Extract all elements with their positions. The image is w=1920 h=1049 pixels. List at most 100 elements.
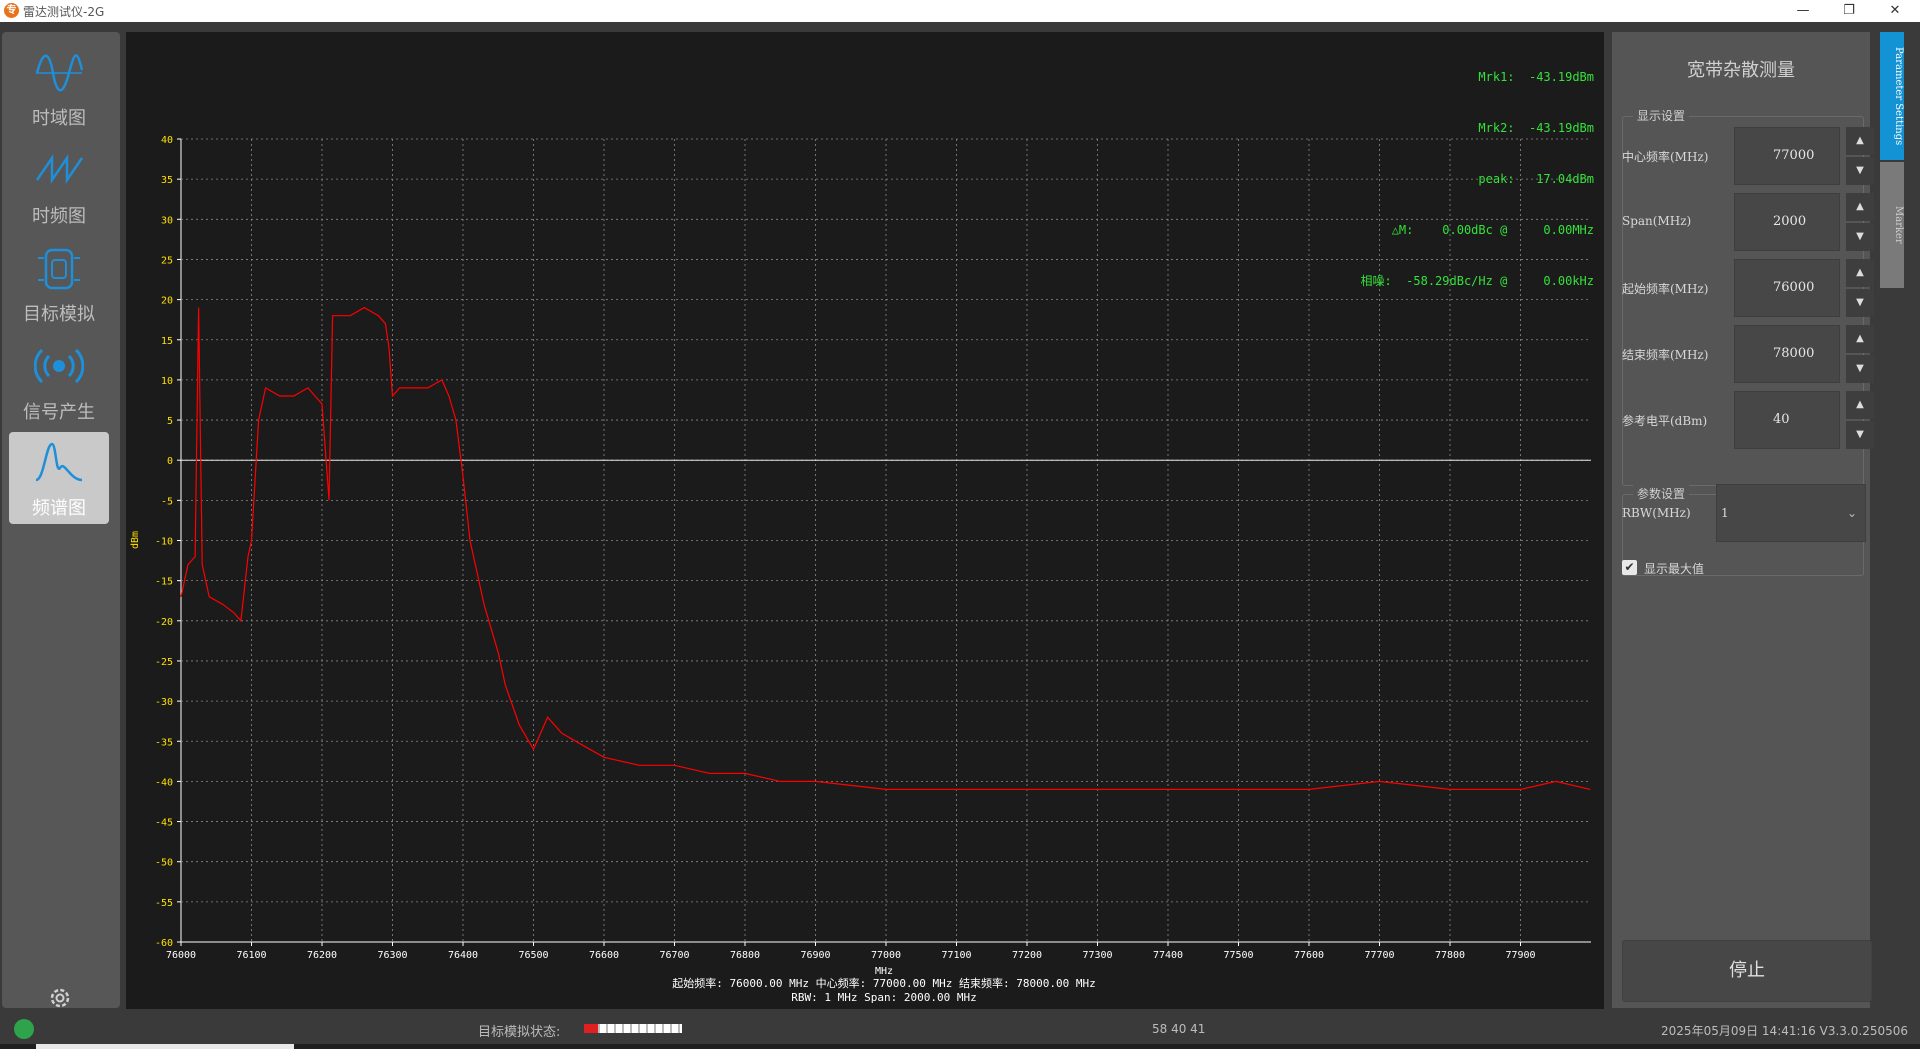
broadcast-icon bbox=[34, 348, 84, 384]
taskbar-strip bbox=[0, 1044, 1920, 1049]
group-title: 参数设置 bbox=[1633, 485, 1690, 502]
stop-freq-input[interactable]: 78000 bbox=[1734, 325, 1840, 383]
minimize-button[interactable]: — bbox=[1796, 3, 1810, 18]
nav-time-domain[interactable]: 时域图 bbox=[9, 42, 109, 134]
x-tick-label: 76000 bbox=[166, 950, 196, 961]
y-tick-label: -40 bbox=[155, 777, 173, 788]
readout-delta: △M: 0.00dBc @ 0.00MHz bbox=[1391, 223, 1594, 237]
param-label: 起始频率(MHz) bbox=[1622, 282, 1709, 296]
spectrum-chart[interactable]: 40 35 30 25 20 15 10 5 0 -5 -10 -15 -20 -25 -30 -35 -40 -… bbox=[126, 32, 1604, 1009]
x-tick-label: 76900 bbox=[800, 950, 830, 961]
y-tick-label: 5 bbox=[167, 416, 173, 427]
left-nav: 时域图 时频图 目标模拟 信号产生 频谱图 bbox=[2, 32, 120, 1008]
gear-icon[interactable] bbox=[46, 984, 74, 1012]
radar-target-icon bbox=[38, 248, 80, 290]
sawtooth-icon bbox=[35, 153, 84, 185]
title-bar: 专 雷达测试仪-2G — ❐ ✕ bbox=[0, 0, 1920, 22]
y-tick-label: -10 bbox=[155, 537, 173, 548]
x-tick-label: 77700 bbox=[1364, 950, 1394, 961]
rbw-select[interactable]: 1 ⌄ bbox=[1716, 484, 1866, 542]
span-up-button[interactable]: ▲ bbox=[1846, 193, 1874, 221]
span-input[interactable]: 2000 bbox=[1734, 193, 1840, 251]
center-freq-up-button[interactable]: ▲ bbox=[1846, 127, 1874, 155]
start-freq-input[interactable]: 76000 bbox=[1734, 259, 1840, 317]
center-freq-down-button[interactable]: ▼ bbox=[1846, 157, 1874, 185]
y-tick-label: 25 bbox=[161, 255, 173, 266]
center-freq-input[interactable]: 77000 bbox=[1734, 127, 1840, 185]
restore-button[interactable]: ❐ bbox=[1843, 3, 1855, 18]
footer-line-2: RBW: 1 MHz Span: 2000.00 MHz bbox=[791, 991, 976, 1004]
y-tick-label: -30 bbox=[155, 697, 173, 708]
readout-peak: peak: 17.04dBm bbox=[1478, 172, 1594, 186]
x-tick-label: 76300 bbox=[377, 950, 407, 961]
stop-freq-up-button[interactable]: ▲ bbox=[1846, 325, 1874, 353]
y-tick-label: -35 bbox=[155, 737, 173, 748]
grid-layer bbox=[180, 138, 1591, 943]
nav-label: 时域图 bbox=[32, 108, 86, 129]
x-tick-label: 76200 bbox=[307, 950, 337, 961]
window-title: 雷达测试仪-2G bbox=[23, 5, 105, 19]
group-title: 显示设置 bbox=[1633, 107, 1690, 124]
status-bar: 目标模拟状态: 58 40 41 2025年05月09日 14:41:16 V3… bbox=[0, 1014, 1920, 1044]
close-button[interactable]: ✕ bbox=[1889, 3, 1901, 18]
x-tick-label: 77800 bbox=[1435, 950, 1465, 961]
ref-level-up-button[interactable]: ▲ bbox=[1846, 391, 1874, 419]
show-max-checkbox[interactable]: ✔ bbox=[1622, 560, 1637, 575]
ref-level-input[interactable]: 40 bbox=[1734, 391, 1840, 449]
spectrum-plot[interactable]: 40 35 30 25 20 15 10 5 0 -5 -10 -15 -20 -25 -30 -35 -40 -… bbox=[126, 32, 1604, 1009]
x-tick-label: 76700 bbox=[659, 950, 689, 961]
spectrum-trace bbox=[180, 306, 1591, 791]
ref-level-down-button[interactable]: ▼ bbox=[1846, 421, 1874, 449]
parameter-panel: 宽带杂散测量 显示设置 参数设置 中心频率(MHz) 77000 ▲ ▼ Spa… bbox=[1612, 32, 1874, 1008]
x-tick-label: 76600 bbox=[589, 950, 619, 961]
x-tick-label: 76100 bbox=[236, 950, 266, 961]
x-tick-label: 77900 bbox=[1505, 950, 1535, 961]
stop-freq-down-button[interactable]: ▼ bbox=[1846, 355, 1874, 383]
x-tick-label: 77600 bbox=[1294, 950, 1324, 961]
readout-mrk1: Mrk1: -43.19dBm bbox=[1478, 70, 1594, 84]
nav-time-frequency[interactable]: 时频图 bbox=[9, 140, 109, 232]
y-axis-label: dBm bbox=[130, 531, 141, 549]
app-logo-icon: 专 bbox=[4, 3, 19, 18]
rbw-select-value: 1 bbox=[1721, 506, 1729, 520]
side-tabs: Parameter Settings Marker bbox=[1880, 32, 1904, 288]
y-tick-label: 15 bbox=[161, 336, 173, 347]
spectrum-peak-icon bbox=[35, 442, 83, 482]
y-tick-label: -50 bbox=[155, 858, 173, 869]
y-tick-label: 40 bbox=[161, 135, 173, 146]
y-tick-label: -25 bbox=[155, 657, 173, 668]
y-tick-label: -15 bbox=[155, 577, 173, 588]
y-tick-label: 30 bbox=[161, 215, 173, 226]
y-tick-label: 35 bbox=[161, 175, 173, 186]
y-tick-label: 20 bbox=[161, 296, 173, 307]
nav-target-sim[interactable]: 目标模拟 bbox=[9, 238, 109, 330]
nav-signal-gen[interactable]: 信号产生 bbox=[9, 336, 109, 428]
y-tick-label: -55 bbox=[155, 898, 173, 909]
marker-readout: Mrk1: -43.19dBm Mrk2: -43.19dBm peak: 17… bbox=[1360, 35, 1594, 324]
readout-mrk2: Mrk2: -43.19dBm bbox=[1478, 121, 1594, 135]
x-tick-label: 77100 bbox=[941, 950, 971, 961]
x-tick-label: 77000 bbox=[871, 950, 901, 961]
stop-button[interactable]: 停止 bbox=[1622, 940, 1872, 1002]
show-max-label: 显示最大值 bbox=[1644, 562, 1705, 576]
nav-spectrum[interactable]: 频谱图 bbox=[9, 432, 109, 524]
target-sim-status-indicator bbox=[584, 1024, 682, 1033]
tab-parameter-settings[interactable]: Parameter Settings bbox=[1880, 32, 1904, 160]
status-datetime: 2025年05月09日 14:41:16 V3.3.0.250506 bbox=[1661, 1024, 1908, 1038]
nav-label: 时频图 bbox=[32, 206, 86, 227]
tab-marker[interactable]: Marker bbox=[1880, 162, 1904, 288]
span-down-button[interactable]: ▼ bbox=[1846, 223, 1874, 251]
nav-label: 频谱图 bbox=[32, 498, 86, 519]
tick-layer: 40 35 30 25 20 15 10 5 0 -5 -10 -15 -20 -25 -30 -35 -40 -… bbox=[155, 135, 1536, 961]
param-label: 结束频率(MHz) bbox=[1622, 348, 1709, 362]
start-freq-up-button[interactable]: ▲ bbox=[1846, 259, 1874, 287]
nav-label: 信号产生 bbox=[23, 402, 95, 423]
chevron-down-icon: ⌄ bbox=[1846, 506, 1857, 520]
nav-label: 目标模拟 bbox=[23, 304, 95, 325]
x-tick-label: 76800 bbox=[730, 950, 760, 961]
x-tick-label: 77500 bbox=[1223, 950, 1253, 961]
globe-icon bbox=[14, 1019, 34, 1039]
y-tick-label: -60 bbox=[155, 938, 173, 949]
start-freq-down-button[interactable]: ▼ bbox=[1846, 289, 1874, 317]
x-tick-label: 77300 bbox=[1082, 950, 1112, 961]
